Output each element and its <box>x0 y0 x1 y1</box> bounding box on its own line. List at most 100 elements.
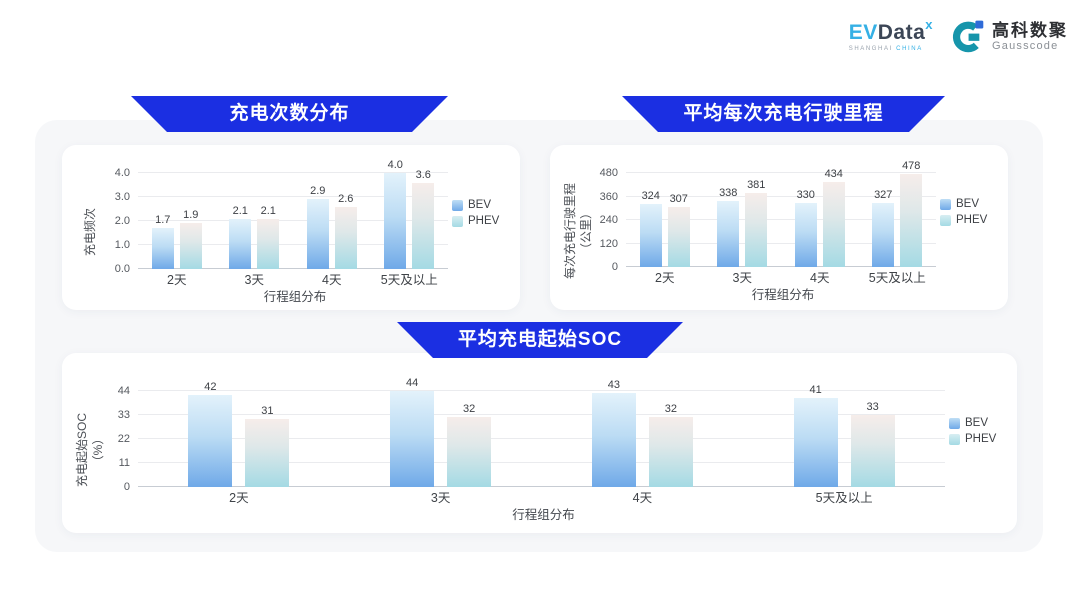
bar-group: 43 32 <box>542 379 744 487</box>
bev-bar-column: 327 <box>872 189 895 267</box>
y-axis-title-text: 充电起始SOC （%） <box>74 412 106 486</box>
y-axis-title-line: 每次充电行驶里程 <box>562 182 577 279</box>
gridline <box>138 244 448 245</box>
bev-bar-column: 338 <box>717 187 740 267</box>
y-axis-title-text: 每次充电行驶里程 （公里） <box>562 182 594 278</box>
bar-value-label: 1.7 <box>155 214 171 227</box>
bev-bar <box>188 395 233 487</box>
legend-item-bev: BEV <box>949 417 1009 429</box>
bar-value-label: 31 <box>261 405 274 418</box>
bar-value-label: 327 <box>874 189 893 202</box>
gausscode-cn-name: 高科数聚 <box>992 20 1068 40</box>
x-axis-title: 行程组分布 <box>751 288 815 302</box>
phev-bar <box>648 417 693 487</box>
bev-bar <box>384 173 407 269</box>
gridline <box>626 219 936 221</box>
bar-value-label: 33 <box>866 401 879 414</box>
bar-groups: 42 31 44 32 43 32 41 33 <box>138 375 945 487</box>
phev-bar-column: 31 <box>245 405 290 487</box>
y-axis-title-line: （公里） <box>579 206 593 255</box>
bev-bar <box>717 201 740 267</box>
bar-value-label: 307 <box>669 193 688 206</box>
gridline <box>138 220 448 221</box>
y-tick-label: 22 <box>117 433 130 446</box>
chart-title-banner-soc: 平均充电起始SOC <box>397 322 683 358</box>
bev-bar-column: 4.0 <box>384 159 407 269</box>
bar-value-label: 3.6 <box>415 168 431 181</box>
gridline <box>626 242 936 244</box>
plot-area: 1.7 1.9 2.1 2.1 2.9 2.6 4.0 3.6 <box>138 157 452 269</box>
legend-item-phev: PHEV <box>949 433 1009 445</box>
y-tick-label: 240 <box>599 214 618 227</box>
y-tick-label: 4.0 <box>114 167 130 179</box>
chart-title-banner-mileage: 平均每次充电行驶里程 <box>622 96 945 132</box>
bev-bar <box>591 393 636 487</box>
x-axis-baseline <box>626 266 936 267</box>
x-tick-label: 3天 <box>732 271 752 285</box>
gridline <box>138 414 945 416</box>
chart-title-banner-charge-count: 充电次数分布 <box>131 96 448 132</box>
x-axis-baseline <box>138 268 448 269</box>
bar-value-label: 44 <box>406 377 419 390</box>
phev-bar-column: 2.6 <box>334 192 357 269</box>
bar-value-label: 338 <box>719 187 738 200</box>
legend-swatch-phev <box>949 433 960 445</box>
gausscode-text: 高科数聚 Gausscode <box>992 20 1068 53</box>
legend: BEV PHEV <box>949 375 1009 487</box>
phev-bar-column: 478 <box>900 159 923 267</box>
phev-bar <box>257 218 280 269</box>
phev-bar <box>900 173 923 267</box>
gridline <box>138 438 945 440</box>
chart-card-mileage: 每次充电行驶里程 （公里） 0 120 240 360 480 324 307 338 381 330… <box>550 145 1008 310</box>
gausscode-g-icon <box>952 20 984 53</box>
legend-swatch-phev <box>452 215 463 227</box>
y-tick-label: 0 <box>123 481 130 493</box>
bar-value-label: 478 <box>902 159 921 172</box>
y-tick-label: 0 <box>611 261 618 273</box>
bar-group: 330 434 <box>781 168 859 267</box>
bev-bar-column: 41 <box>793 383 838 487</box>
gausscode-logo: 高科数聚 Gausscode <box>951 20 1068 54</box>
evdata-data-text: Data <box>877 21 926 44</box>
legend-swatch-phev <box>940 214 951 226</box>
legend-item-bev: BEV <box>940 198 1000 210</box>
bar-value-label: 43 <box>607 379 620 392</box>
bar-group: 2.1 2.1 <box>216 205 294 269</box>
x-axis-labels: 2天 3天 4天 5天及以上 <box>138 487 945 506</box>
phev-bar-column: 2.1 <box>257 205 280 269</box>
evdata-logo: EVDatax SHANGHAI CHINA <box>849 18 933 52</box>
bev-bar <box>229 218 252 269</box>
bev-bar-column: 44 <box>390 377 435 487</box>
legend-item-bev: BEV <box>452 199 512 211</box>
y-axis-title-text: 充电频次 <box>82 207 98 255</box>
bar-value-label: 2.9 <box>310 185 326 198</box>
y-tick-label: 3.0 <box>114 191 130 203</box>
plot-area: 42 31 44 32 43 32 41 33 <box>138 375 949 487</box>
bar-value-label: 2.6 <box>338 192 354 205</box>
bar-groups: 324 307 338 381 330 434 327 478 <box>626 157 936 267</box>
evdata-x-icon: x <box>925 17 933 32</box>
bar-group: 42 31 <box>138 381 340 487</box>
legend-swatch-bev <box>940 198 951 210</box>
bar-value-label: 41 <box>809 383 822 396</box>
y-axis-ticks: 0 11 22 33 44 <box>106 375 138 493</box>
y-tick-label: 44 <box>117 385 130 398</box>
phev-bar <box>850 415 895 487</box>
plot-wrap: 0 120 240 360 480 324 307 338 381 330 434 327 478 <box>594 157 940 273</box>
phev-bar-column: 1.9 <box>179 209 202 269</box>
gridline <box>138 462 945 464</box>
bar-group: 1.7 1.9 <box>138 209 216 269</box>
bar-group: 324 307 <box>626 190 704 267</box>
x-axis-title: 行程组分布 <box>512 508 575 522</box>
legend: BEV PHEV <box>452 157 512 269</box>
bev-bar-column: 43 <box>591 379 636 487</box>
bev-bar <box>151 228 174 269</box>
y-axis-ticks: 0.0 1.0 2.0 3.0 4.0 <box>106 157 138 275</box>
bar-value-label: 32 <box>664 403 677 416</box>
bar-group: 2.9 2.6 <box>293 185 371 269</box>
bev-bar-column: 2.9 <box>306 185 329 269</box>
bev-bar <box>872 203 895 267</box>
plot-area: 324 307 338 381 330 434 327 478 <box>626 157 940 267</box>
gausscode-en-name: Gausscode <box>992 40 1059 53</box>
